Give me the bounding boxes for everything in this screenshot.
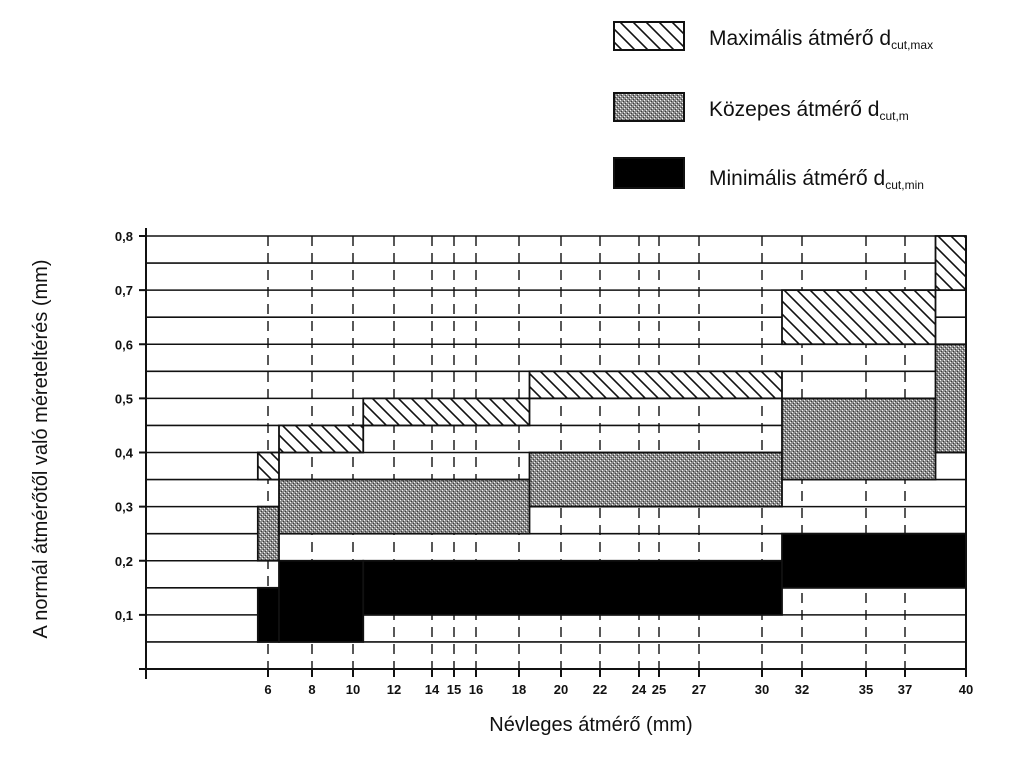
y-tick-label: 0,3 xyxy=(115,500,133,515)
x-tick-label: 37 xyxy=(898,682,912,697)
band-max xyxy=(278,424,365,454)
x-tick-label: 22 xyxy=(593,682,607,697)
y-tick-label: 0,5 xyxy=(115,391,133,406)
y-tick-label: 0,4 xyxy=(115,446,134,461)
band-min xyxy=(781,532,967,589)
y-tick-label: 0,2 xyxy=(115,554,133,569)
plot-area: 0,1 0,2 0,3 0,4 0,5 0,6 0,7 0,8 6 8 10 12 14 15 16 18 20… xyxy=(115,228,973,697)
legend-label-min: Minimális átmérő dcut,min xyxy=(709,167,924,192)
band-mid xyxy=(278,478,531,535)
y-tick-label: 0,7 xyxy=(115,283,133,298)
x-tick-label: 30 xyxy=(755,682,769,697)
band-min xyxy=(278,559,365,643)
x-tick-label: 20 xyxy=(554,682,568,697)
legend-swatch-max xyxy=(613,21,685,51)
legend-label-max: Maximális átmérő dcut,max xyxy=(709,27,933,52)
x-tick-label: 24 xyxy=(632,682,647,697)
y-axis-title: A normál átmérőtől való méreteltérés (mm… xyxy=(30,259,52,638)
band-max xyxy=(781,289,937,346)
legend-item-mid: Közepes átmérő dcut,m xyxy=(613,92,909,123)
x-tick-label: 14 xyxy=(425,682,440,697)
x-tick-label: 15 xyxy=(447,682,461,697)
band-max xyxy=(934,235,967,292)
band-min xyxy=(362,559,783,616)
legend: Maximális átmérő dcut,max Közepes átmérő… xyxy=(613,21,933,192)
x-tick-label: 6 xyxy=(264,682,271,697)
x-tick-label: 25 xyxy=(652,682,666,697)
legend-swatch-min xyxy=(613,157,685,189)
x-tick-label: 8 xyxy=(308,682,315,697)
x-tick-label: 16 xyxy=(469,682,483,697)
legend-swatch-mid xyxy=(613,92,685,122)
band-mid xyxy=(934,343,967,454)
band-max xyxy=(362,397,531,427)
x-tick-label: 27 xyxy=(692,682,706,697)
band-max xyxy=(528,370,783,400)
x-tick-label: 12 xyxy=(387,682,401,697)
y-tick-label: 0,1 xyxy=(115,608,133,623)
x-tick-label: 18 xyxy=(512,682,526,697)
legend-item-min: Minimális átmérő dcut,min xyxy=(613,157,924,192)
band-min xyxy=(256,586,280,643)
band-mid xyxy=(528,451,783,508)
legend-item-max: Maximális átmérő dcut,max xyxy=(613,21,933,52)
x-tick-label: 32 xyxy=(795,682,809,697)
x-axis-title: Névleges átmérő (mm) xyxy=(489,714,692,736)
x-tick-label: 35 xyxy=(859,682,873,697)
band-mid xyxy=(781,397,937,481)
x-tick-label: 10 xyxy=(346,682,360,697)
band-mid xyxy=(256,505,280,562)
x-tick-label: 40 xyxy=(959,682,973,697)
y-tick-label: 0,6 xyxy=(115,337,133,352)
legend-label-mid: Közepes átmérő dcut,m xyxy=(709,98,909,123)
y-tick-label: 0,8 xyxy=(115,229,133,244)
band-max xyxy=(256,451,280,481)
